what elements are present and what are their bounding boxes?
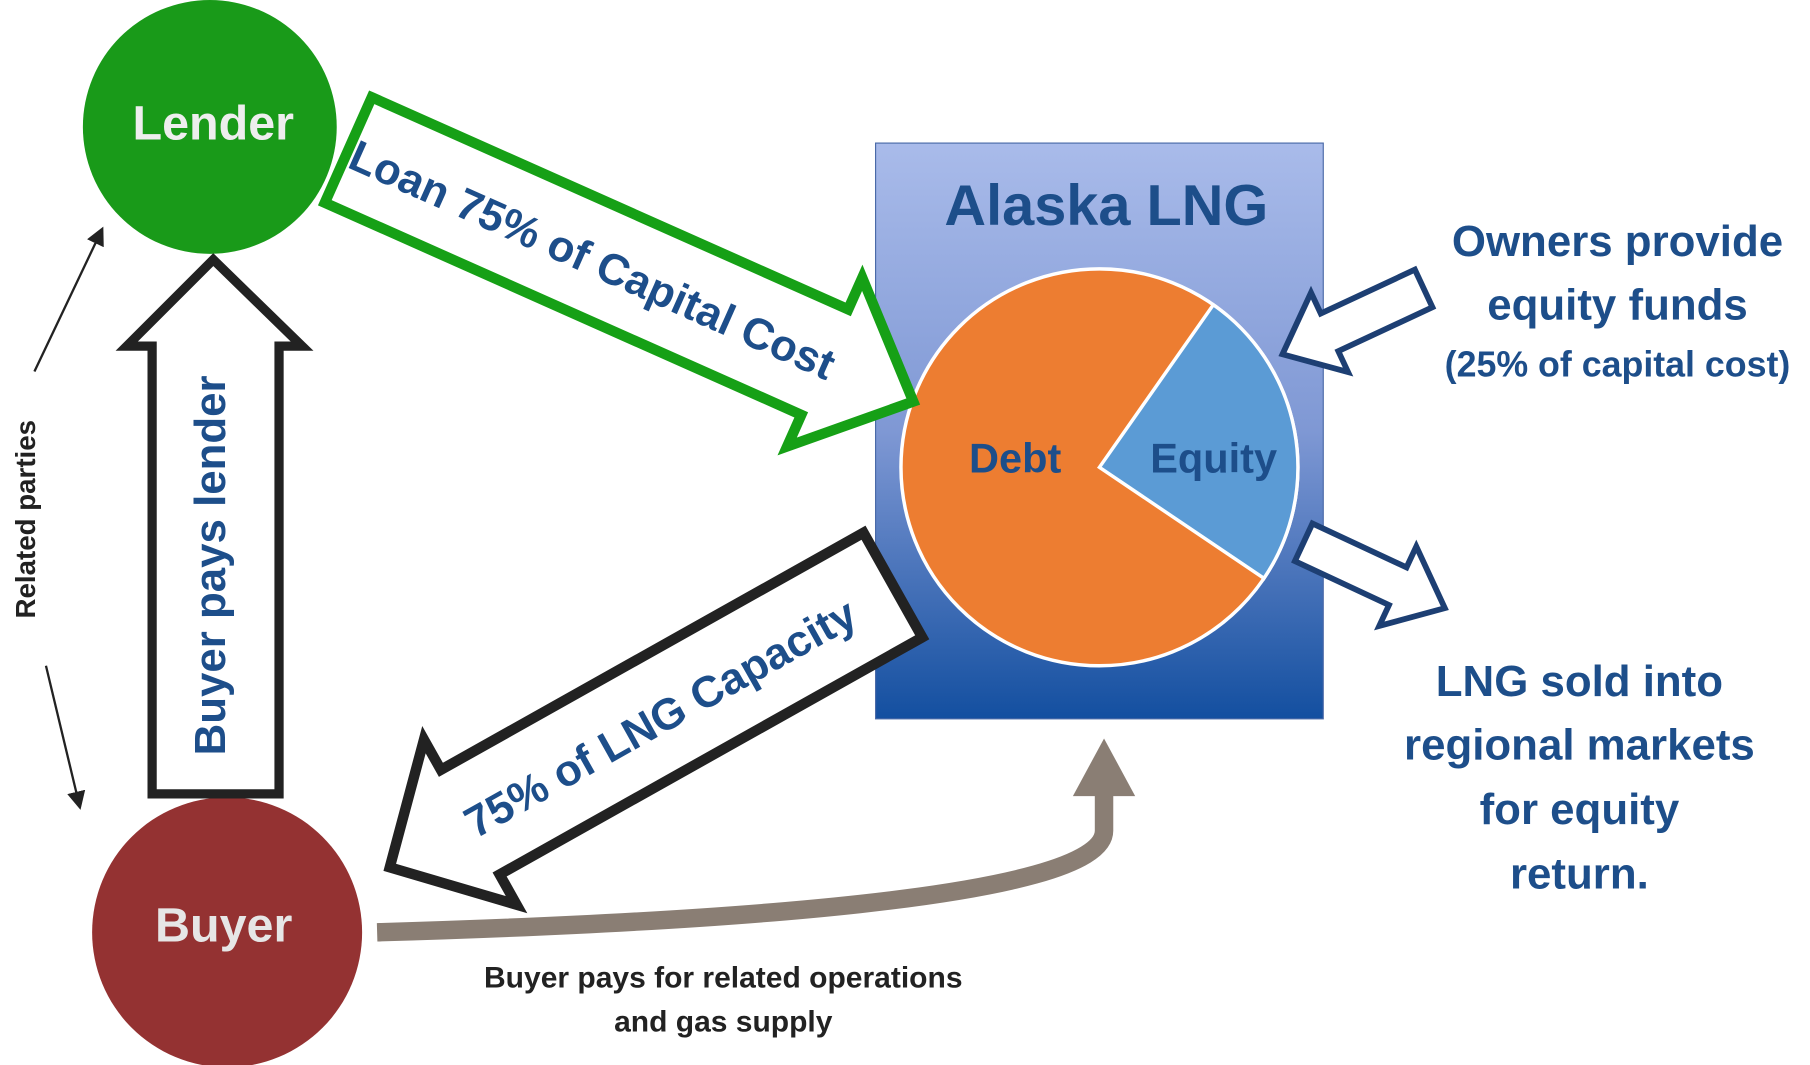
buyer-node	[92, 797, 363, 1065]
related-arrow-up	[33, 226, 104, 373]
buyer-pays-lender-label: Buyer pays lender	[186, 375, 235, 755]
capacity-arrow	[383, 525, 930, 914]
project-label: Alaska LNG	[944, 174, 1268, 238]
related-label: Related parties	[10, 420, 41, 619]
supply-arrow	[376, 790, 1114, 942]
loan-label: Loan 75% of Capital Cost	[342, 131, 843, 390]
debt-label: Debt	[969, 435, 1061, 482]
loan-arrow: Loan 75% of Capital Cost	[317, 90, 921, 456]
related-arrow-down	[44, 665, 86, 810]
lng-sold-note: for equity	[1480, 785, 1680, 834]
lender-node	[82, 0, 337, 254]
equity-label: Equity	[1150, 435, 1277, 482]
pie-equity	[1096, 302, 1300, 581]
buyer-label: Buyer	[155, 899, 292, 953]
owners-note: Owners provide	[1452, 217, 1783, 266]
owners-note: (25% of capital cost)	[1445, 344, 1791, 384]
capacity-label: 75% of LNG Capacity	[456, 589, 865, 848]
owners-arrow	[1278, 265, 1437, 377]
lng-sold-note: LNG sold into	[1436, 657, 1723, 706]
lng-sold-arrow	[1291, 519, 1449, 631]
lng-sold-note: regional markets	[1404, 720, 1755, 769]
owners-note: equity funds	[1487, 281, 1748, 330]
lng-sold-note: return.	[1510, 850, 1649, 899]
supply-arrowhead	[1072, 738, 1136, 797]
buyer-pays-note: and gas supply	[614, 1005, 833, 1038]
lender-label: Lender	[132, 97, 294, 151]
buyer-pays-note: Buyer pays for related operations	[484, 962, 962, 995]
buyer-pays-lender-arrow	[115, 253, 314, 799]
